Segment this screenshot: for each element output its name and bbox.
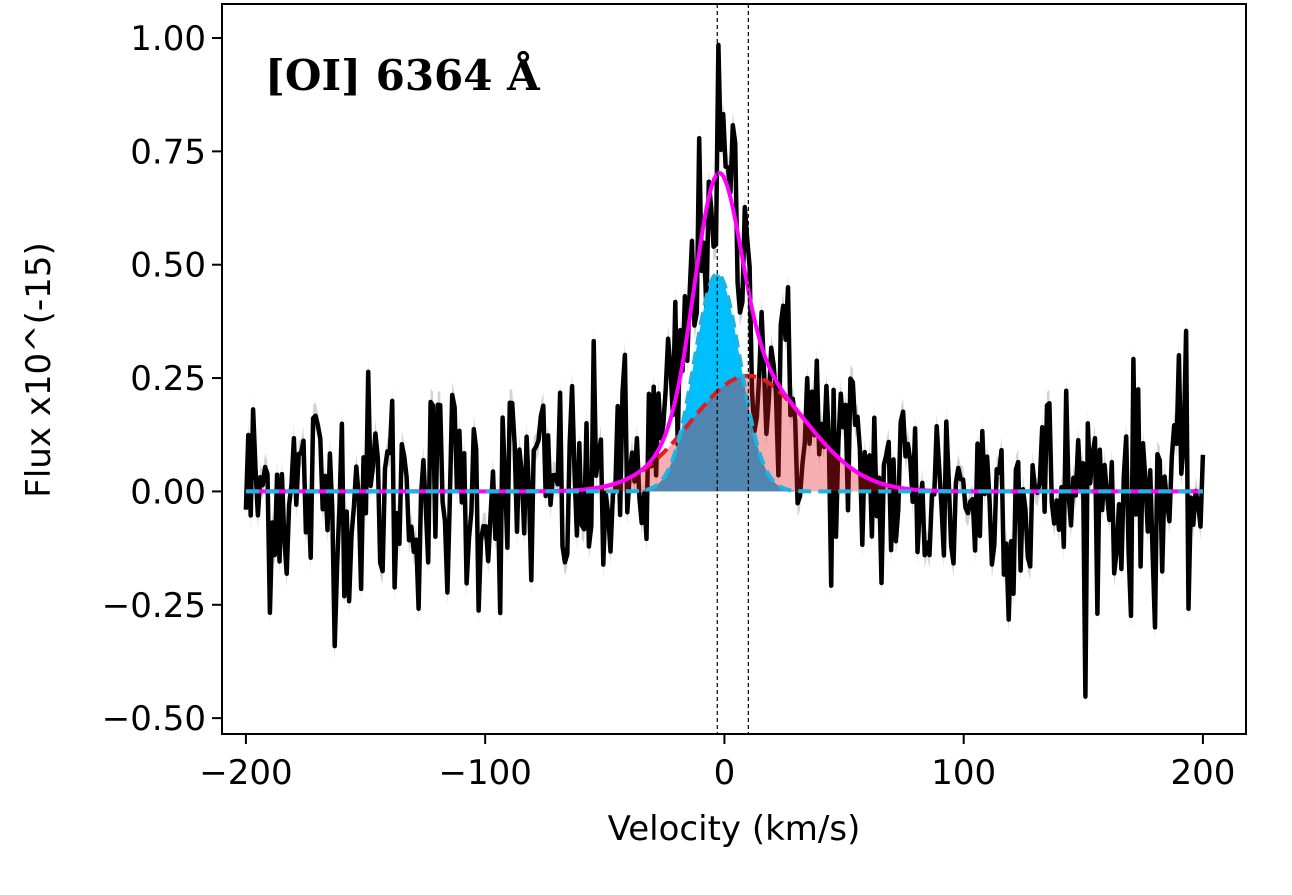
broad-component-fill <box>245 375 1203 492</box>
y-tick-label: 0.50 <box>130 246 206 286</box>
y-axis-label: Flux x10^(-15) <box>19 242 59 497</box>
plot-frame <box>221 3 1247 735</box>
line-annotation: [OI] 6364 Å <box>265 50 541 100</box>
y-tick-label: 0.25 <box>130 359 206 399</box>
narrow-component-curve <box>245 271 1203 494</box>
y-tick-label: 1.00 <box>130 19 206 59</box>
x-tick-label: 200 <box>1170 753 1235 793</box>
x-tick-label: 100 <box>931 753 996 793</box>
x-tick-label: −200 <box>199 753 292 793</box>
y-tick-label: 0.00 <box>130 472 206 512</box>
narrow-component-fill <box>245 273 1203 492</box>
y-tick-label: −0.50 <box>102 699 206 739</box>
y-tick-label: −0.25 <box>102 586 206 626</box>
observed-spectrum <box>243 42 1206 699</box>
x-tick-label: 0 <box>714 753 736 793</box>
y-tick-label: 0.75 <box>130 132 206 172</box>
x-axis-label: Velocity (km/s) <box>608 809 861 849</box>
x-tick-label: −100 <box>438 753 531 793</box>
